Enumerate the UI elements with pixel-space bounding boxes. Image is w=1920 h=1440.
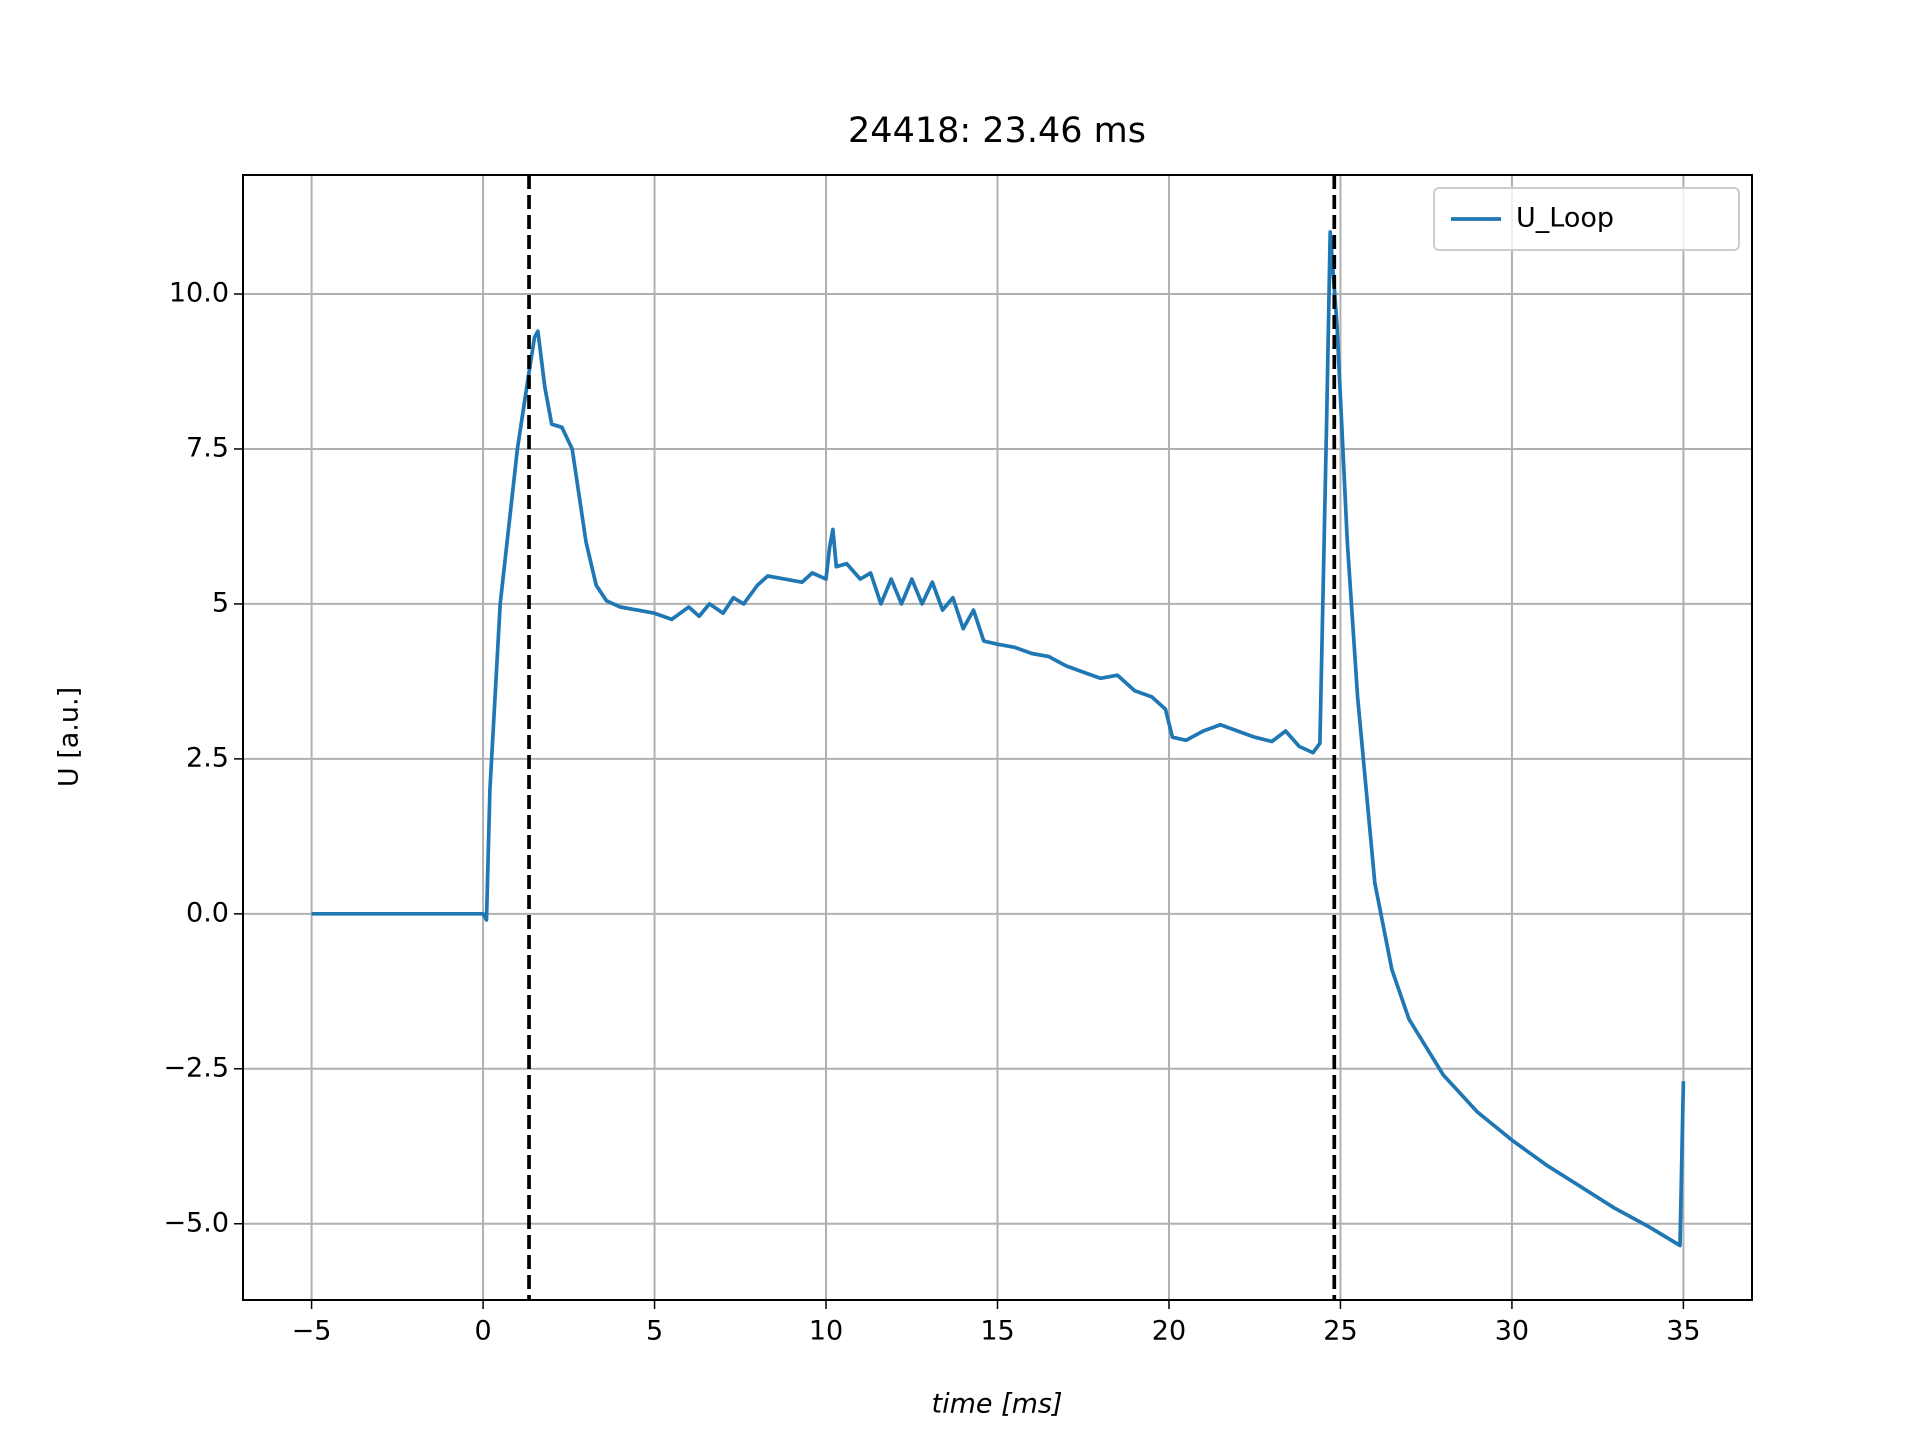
y-tick-label: 5 <box>212 587 229 618</box>
x-tick-label: −5 <box>292 1316 332 1347</box>
x-tick-label: 10 <box>809 1316 843 1347</box>
legend-box <box>1433 187 1740 251</box>
y-tick-label: 10.0 <box>169 278 229 309</box>
legend-label: U_Loop <box>1516 203 1614 234</box>
x-tick-label: 5 <box>646 1316 663 1347</box>
y-tick-label: 2.5 <box>186 742 229 773</box>
x-tick-label: 25 <box>1323 1316 1357 1347</box>
x-tick-label: 30 <box>1495 1316 1529 1347</box>
x-tick-label: 15 <box>980 1316 1014 1347</box>
y-tick-label: 7.5 <box>186 432 229 463</box>
x-axis-label: time [ms] <box>931 1389 1062 1420</box>
y-tick-label: −2.5 <box>163 1052 229 1083</box>
y-tick-label: −5.0 <box>163 1207 229 1238</box>
y-tick-label: 0.0 <box>186 897 229 928</box>
plot-frame <box>242 174 1753 1301</box>
chart-title: 24418: 23.46 ms <box>848 111 1146 151</box>
x-tick-label: 20 <box>1152 1316 1186 1347</box>
x-tick-label: 35 <box>1666 1316 1700 1347</box>
y-axis-label: U [a.u.] <box>54 687 85 787</box>
x-tick-label: 0 <box>474 1316 491 1347</box>
